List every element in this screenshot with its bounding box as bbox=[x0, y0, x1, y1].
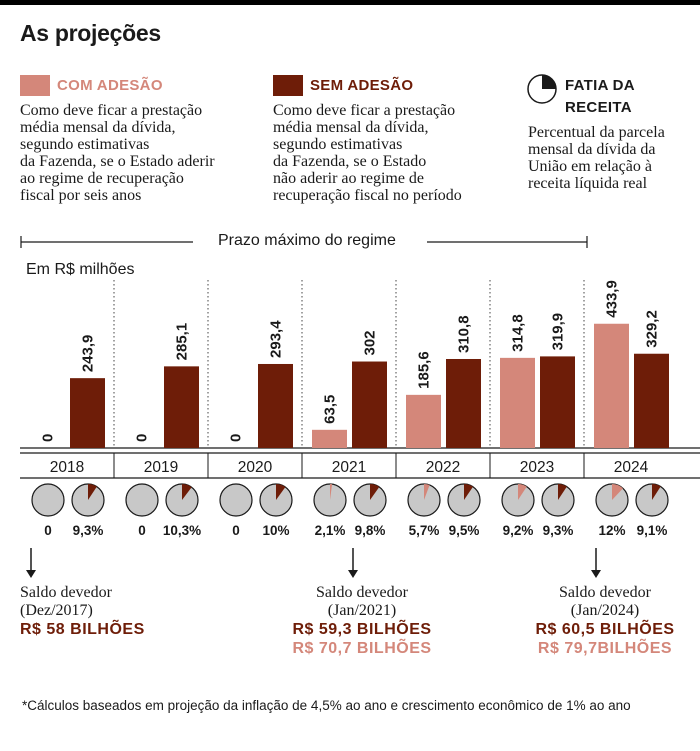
saldo-value-sem: R$ 60,5 BILHÕES bbox=[535, 621, 675, 638]
pie-label-sem: 9,1% bbox=[637, 523, 668, 538]
bar-sem-adesao bbox=[446, 358, 481, 448]
bar-chart: 0 243,9 2018 0 9,3% 0 285,1 2019 0 10,3% 0 293,4 202… bbox=[20, 280, 700, 538]
data-label-sem: 293,4 bbox=[268, 320, 285, 358]
saldo-value-com: R$ 70,7 BILHÕES bbox=[292, 640, 432, 657]
pie-com-adesao bbox=[219, 483, 253, 517]
com-adesao-description: Como deve ficar a prestação média mensal… bbox=[20, 102, 215, 204]
pie-label-com: 5,7% bbox=[409, 523, 440, 538]
pie-label-sem: 9,3% bbox=[73, 523, 104, 538]
pie-label-sem: 9,8% bbox=[355, 523, 386, 538]
pie-label-com: 2,1% bbox=[315, 523, 346, 538]
bar-com-adesao bbox=[500, 357, 535, 448]
data-label-com: 63,5 bbox=[322, 395, 339, 424]
pie-com-adesao bbox=[31, 483, 65, 517]
top-rule bbox=[0, 0, 700, 5]
pie-sem-adesao-slice bbox=[464, 484, 473, 500]
pie-sem-adesao-slice bbox=[370, 484, 380, 500]
pie-label-com: 0 bbox=[232, 523, 240, 538]
pie-label-sem: 10% bbox=[262, 523, 289, 538]
saldo-arrows bbox=[26, 548, 601, 578]
data-label-sem: 319,9 bbox=[550, 313, 567, 351]
bar-sem-adesao bbox=[634, 353, 669, 448]
bar-sem-adesao bbox=[70, 378, 105, 448]
saldo-2017: Saldo devedor (Dez/2017) R$ 58 BILHÕES bbox=[20, 584, 145, 638]
saldo-2021: Saldo devedor (Jan/2021) R$ 59,3 BILHÕES… bbox=[262, 584, 462, 658]
pie-sem-adesao-slice bbox=[182, 484, 192, 500]
data-label-com: 314,8 bbox=[510, 314, 527, 352]
saldo-value-sem: R$ 58 BILHÕES bbox=[20, 621, 145, 638]
regime-label: Prazo máximo do regime bbox=[218, 232, 396, 249]
com-adesao-swatch bbox=[20, 75, 50, 96]
tick-label-year: 2018 bbox=[50, 459, 84, 476]
unit-label: Em R$ milhões bbox=[26, 261, 135, 278]
pie-label-sem: 10,3% bbox=[163, 523, 201, 538]
pie-label-com: 0 bbox=[44, 523, 52, 538]
saldo-value-sem: R$ 59,3 BILHÕES bbox=[292, 621, 432, 638]
sem-adesao-swatch bbox=[273, 75, 303, 96]
pie-label-sem: 9,5% bbox=[449, 523, 480, 538]
arrow-down-icon bbox=[348, 548, 358, 578]
data-label-com: 0 bbox=[40, 434, 57, 442]
tick-label-year: 2020 bbox=[238, 459, 273, 476]
bar-com-adesao bbox=[312, 429, 347, 448]
data-label-sem: 310,8 bbox=[456, 315, 473, 353]
pie-sem-adesao-slice bbox=[276, 484, 286, 500]
pie-com-adesao bbox=[125, 483, 159, 517]
data-label-sem: 302 bbox=[362, 330, 379, 355]
pie-com-adesao-slice bbox=[330, 484, 333, 500]
tick-label-year: 2021 bbox=[332, 459, 366, 476]
saldo-value-com: R$ 79,7BILHÕES bbox=[537, 640, 673, 657]
data-label-com: 0 bbox=[228, 434, 245, 442]
data-label-com: 185,6 bbox=[416, 351, 433, 389]
page-title: As projeções bbox=[20, 20, 161, 46]
bar-com-adesao bbox=[406, 394, 441, 448]
data-label-sem: 243,9 bbox=[80, 335, 97, 373]
pie-com-adesao-slice bbox=[518, 484, 527, 500]
bar-com-adesao bbox=[594, 323, 629, 448]
regime-bracket bbox=[20, 236, 588, 248]
fatia-receita-description: Percentual da parcela mensal da dívida d… bbox=[528, 124, 665, 192]
pie-com-adesao-slice bbox=[612, 484, 623, 500]
tick-label-year: 2019 bbox=[144, 459, 178, 476]
pie-slice-icon bbox=[527, 74, 557, 104]
pie-label-sem: 9,3% bbox=[543, 523, 574, 538]
fatia-receita-label: FATIA DA RECEITA bbox=[565, 77, 635, 116]
bar-sem-adesao bbox=[540, 356, 575, 448]
footnote: *Cálculos baseados em projeção da inflaç… bbox=[22, 698, 631, 713]
saldo-2024: Saldo devedor (Jan/2024) R$ 60,5 BILHÕES… bbox=[505, 584, 700, 658]
pie-sem-adesao-slice bbox=[558, 484, 567, 500]
pie-com-adesao-slice bbox=[424, 484, 430, 500]
bar-sem-adesao bbox=[258, 363, 293, 448]
pie-sem-adesao-slice bbox=[652, 484, 661, 500]
tick-label-year: 2022 bbox=[426, 459, 460, 476]
bar-sem-adesao bbox=[352, 361, 387, 448]
pie-label-com: 9,2% bbox=[503, 523, 534, 538]
data-label-com: 0 bbox=[134, 434, 151, 442]
bar-sem-adesao bbox=[164, 366, 199, 448]
com-adesao-label: COM ADESÃO bbox=[57, 77, 163, 94]
pie-label-com: 0 bbox=[138, 523, 146, 538]
pie-label-com: 12% bbox=[598, 523, 625, 538]
data-label-sem: 285,1 bbox=[174, 323, 191, 361]
tick-label-year: 2024 bbox=[614, 459, 649, 476]
tick-label-year: 2023 bbox=[520, 459, 554, 476]
sem-adesao-description: Como deve ficar a prestação média mensal… bbox=[273, 102, 462, 204]
sem-adesao-label: SEM ADESÃO bbox=[310, 77, 414, 94]
data-label-com: 433,9 bbox=[604, 280, 621, 318]
data-label-sem: 329,2 bbox=[644, 310, 661, 348]
arrow-down-icon bbox=[591, 548, 601, 578]
pie-sem-adesao-slice bbox=[88, 484, 97, 500]
arrow-down-icon bbox=[26, 548, 36, 578]
